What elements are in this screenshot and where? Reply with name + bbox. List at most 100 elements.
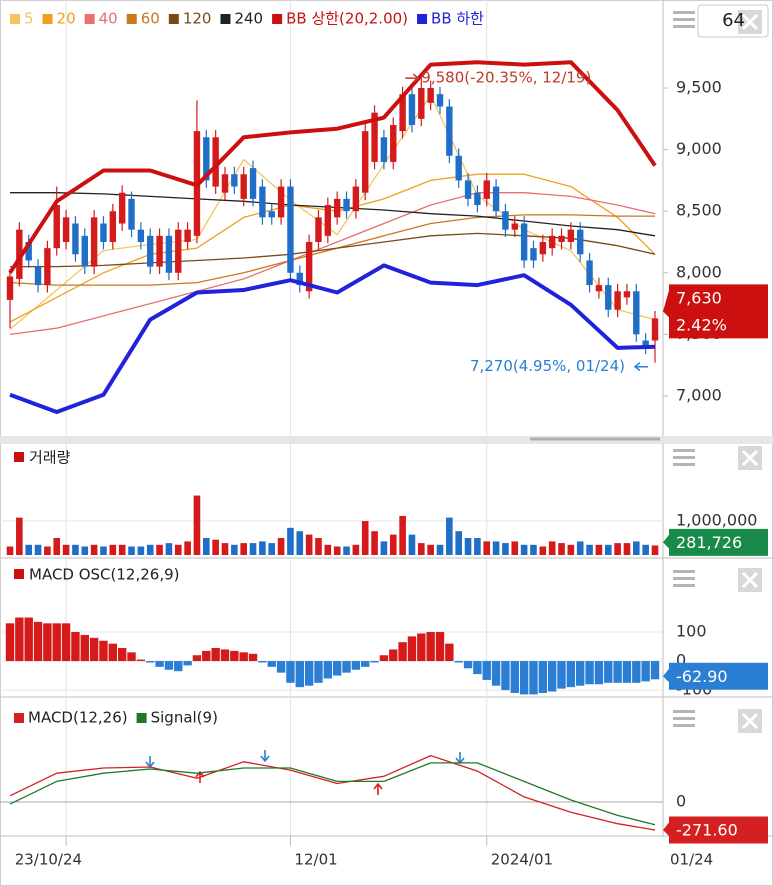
bar [538,661,548,693]
candle-body [72,223,79,255]
bar [604,661,613,683]
y-tick-label: 9,500 [676,78,722,97]
bar [108,643,118,662]
candle-body [221,174,229,193]
bar [220,649,230,662]
bar [240,543,247,555]
bar [389,649,398,662]
bar [33,621,43,662]
legend-swatch [14,569,24,579]
candle-body [352,186,360,212]
candle-body [520,223,528,261]
panel-title: 거래량 [29,449,71,467]
bar [80,634,89,662]
y-tick-label: 1,000,000 [676,511,757,530]
bar [24,617,33,662]
value-tag-label: 7,630 [676,288,722,307]
bar [43,623,52,662]
bar [547,661,557,692]
bar [239,652,248,662]
candle-body [287,186,294,273]
candle-body [90,217,98,267]
bar [407,636,417,662]
bar [399,515,406,555]
bollinger-band-line [9,263,656,414]
candle-body [371,112,378,162]
indicator-line [9,762,656,826]
bar [100,546,107,555]
candle-body [16,229,23,279]
bar [351,661,361,670]
candle-body [605,285,612,310]
candle-body [502,211,509,230]
menu-icon[interactable] [673,449,695,466]
candle-body [567,229,575,242]
candle-body [62,217,70,242]
legend-swatch [220,14,231,24]
candle-body [548,235,556,249]
bar [174,544,182,555]
candle-body [455,155,462,181]
bar [267,661,276,667]
plot-layer: 23/10/2412/012024/0101/247,0007,5008,000… [0,0,768,869]
value-tag [663,662,768,690]
close-button[interactable] [738,446,762,470]
bar [463,661,473,669]
bar [623,543,631,555]
candle-body [81,235,88,267]
bar [651,545,659,555]
bar [417,633,426,662]
candle-body [408,94,416,125]
close-button[interactable] [738,709,762,733]
bar [482,661,491,680]
candle-body [203,137,210,181]
bar [427,544,434,555]
menu-icon[interactable] [673,710,695,727]
annotation-arrow [405,73,420,83]
y-tick-label: 100 [676,622,707,641]
bar [408,534,416,555]
indicator-line [9,754,656,831]
candle-body [109,211,117,242]
annotation: 7,270(4.95%, 01/24) [470,357,625,375]
bar [343,546,350,555]
bar [146,661,155,663]
y-tick-label: 0 [676,792,686,811]
candle-body [137,229,145,242]
annotation-arrow [633,362,648,372]
bar [642,544,649,555]
bar [566,661,576,688]
candle-body [511,223,518,230]
candle-body [418,88,425,119]
close-button[interactable] [738,568,762,592]
bar [333,546,341,555]
candle-body [147,235,154,267]
bar [445,643,454,662]
period-box[interactable]: 64 [697,4,769,38]
legend-label: 20 [57,10,76,28]
candle-body [240,174,247,199]
candle-body [184,229,191,242]
candle-body [249,168,257,199]
bar [258,661,267,663]
bar [136,659,146,662]
bar [464,538,472,555]
legend-label: 60 [141,10,160,28]
bar [6,546,14,555]
candle-body [362,131,369,193]
bar [604,544,612,555]
candle-body [175,229,182,273]
menu-icon[interactable] [673,11,695,28]
candle-body [446,106,453,156]
bar [89,637,99,662]
candle-body [464,180,472,199]
bar [118,544,126,555]
bar [249,543,257,555]
bar [193,495,201,555]
legend-label: 240 [234,10,263,28]
bar [211,647,220,662]
legend-label: BB 하한 [431,10,484,28]
bar [370,661,379,663]
menu-icon[interactable] [673,570,695,587]
bar [520,544,528,555]
